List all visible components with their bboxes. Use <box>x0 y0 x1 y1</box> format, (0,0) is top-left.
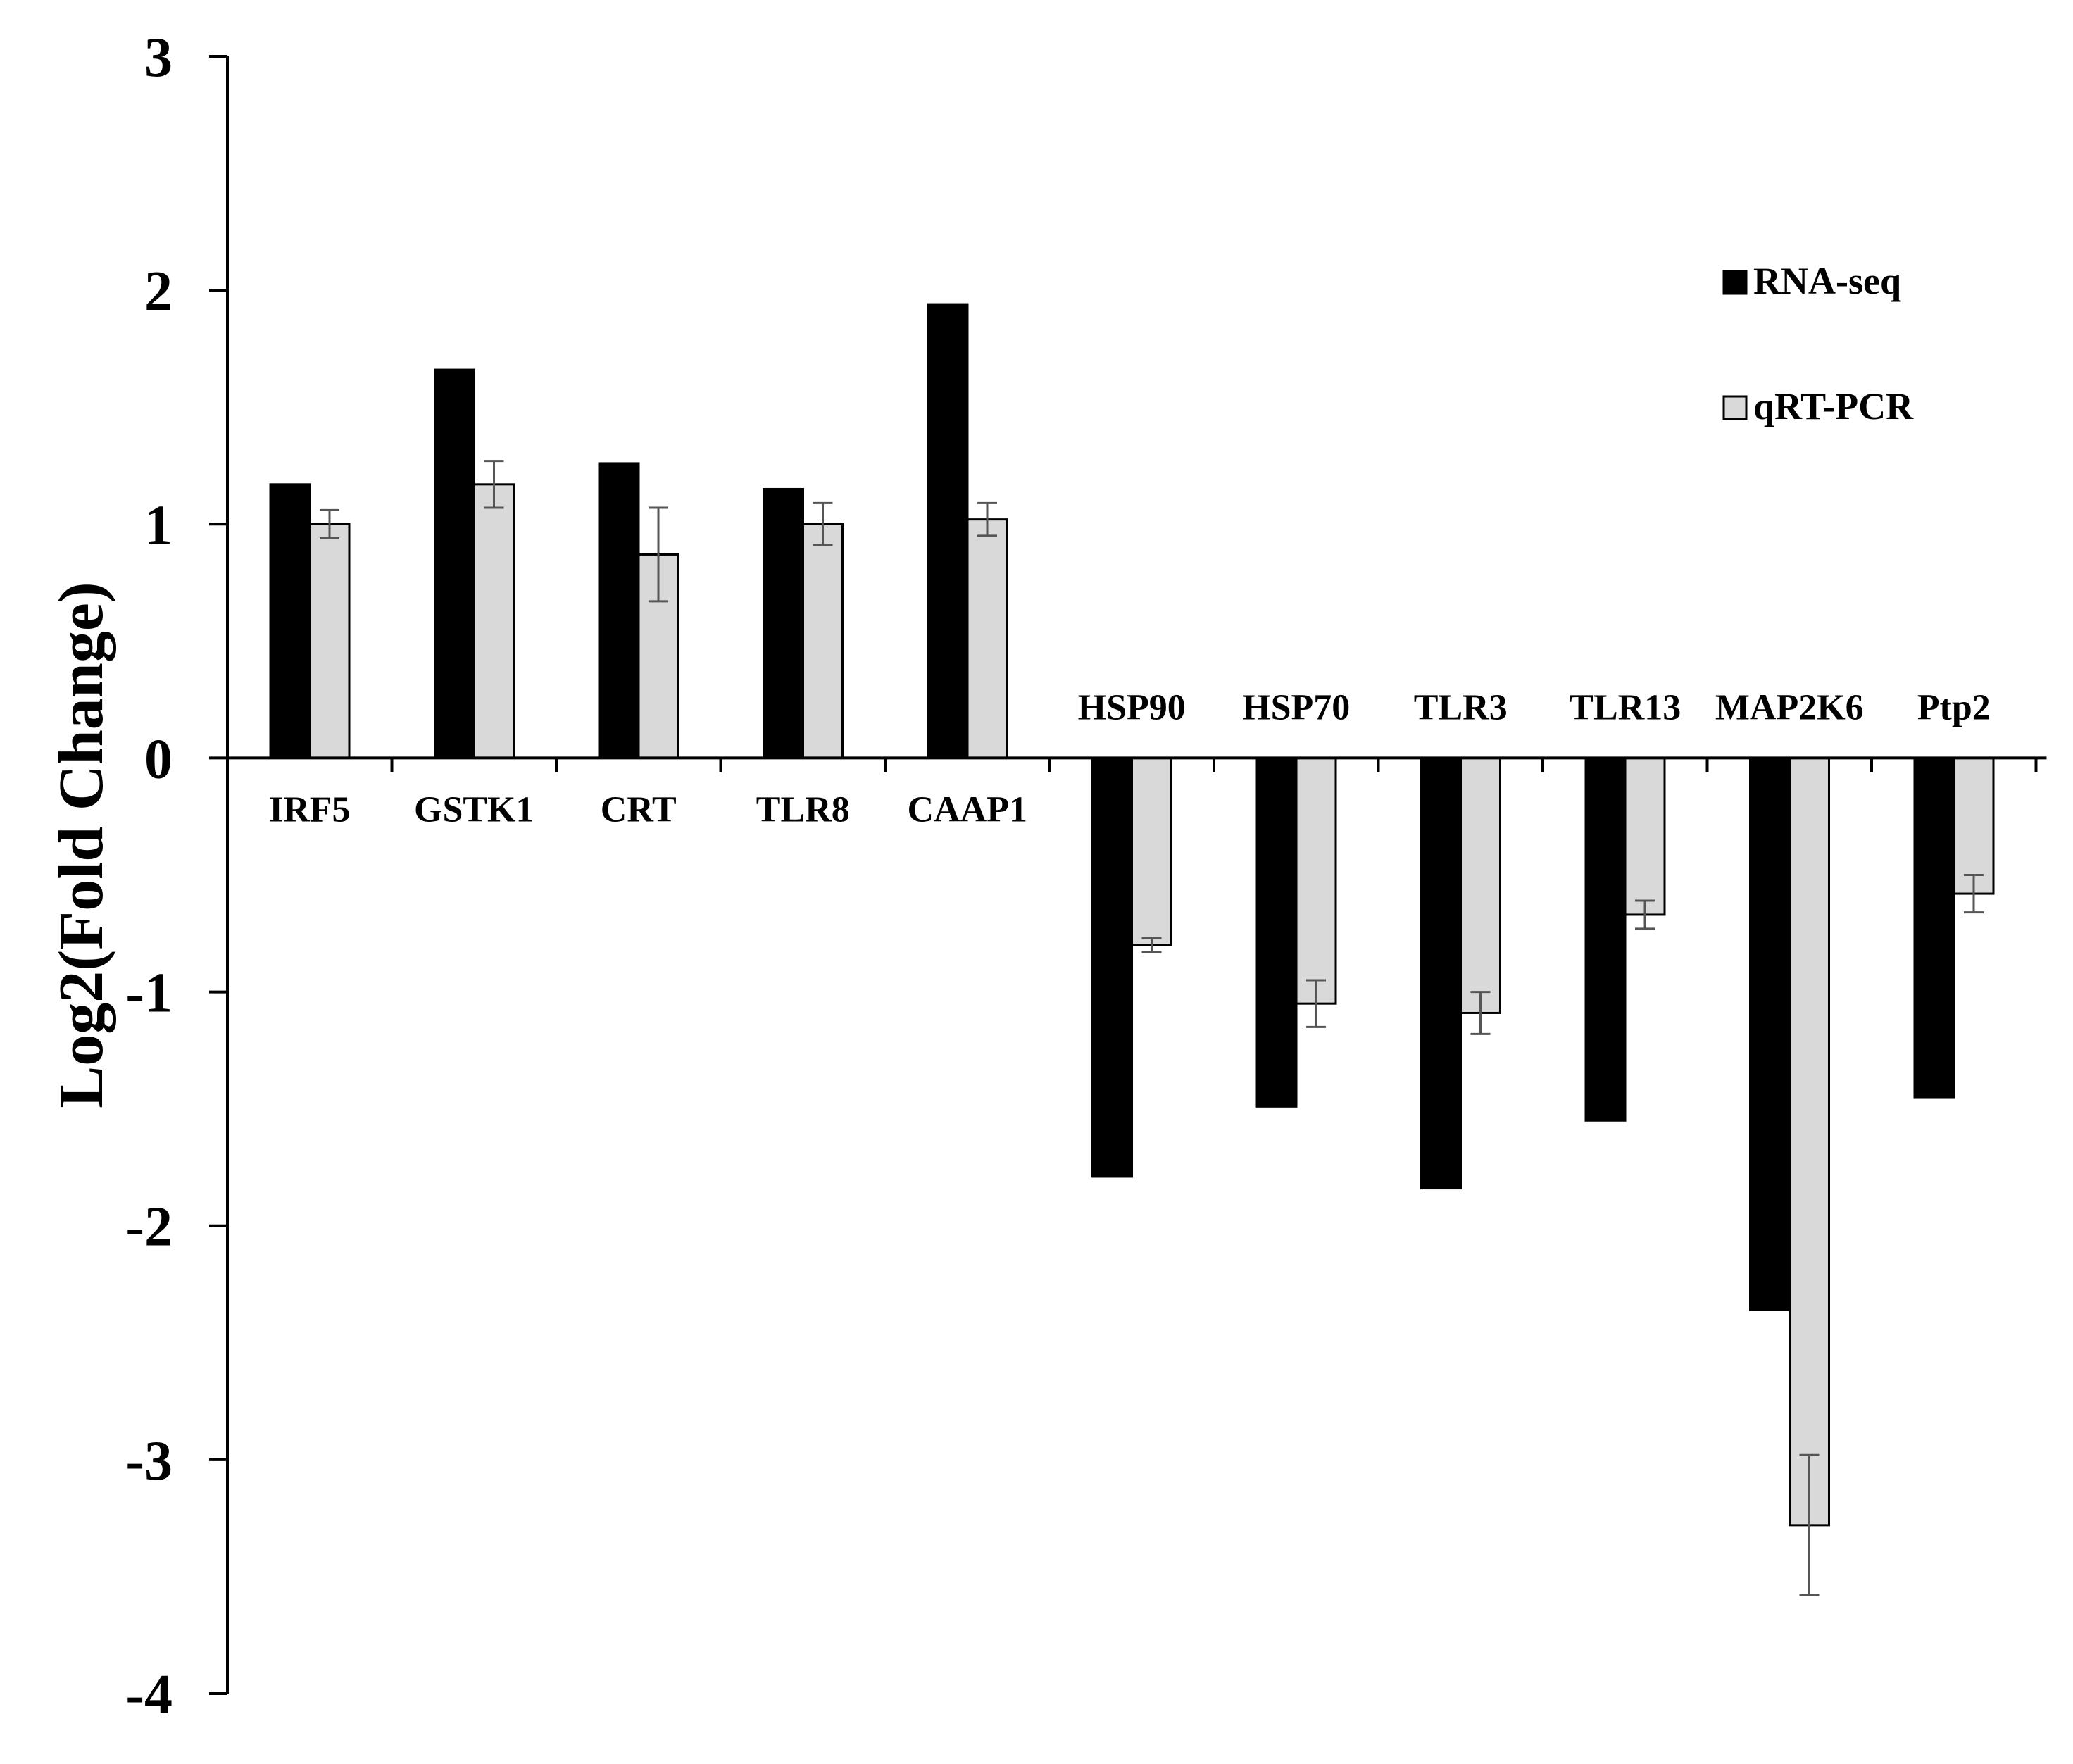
bar-rna-seq-hsp70 <box>1255 756 1298 1108</box>
bar-rna-seq-tlr8 <box>763 487 804 759</box>
y-tick-label: 2 <box>144 261 173 323</box>
y-tick-label: -4 <box>125 1664 173 1726</box>
category-label-ptp2: Ptp2 <box>1917 687 1991 727</box>
bar-rna-seq-caap1 <box>927 303 969 759</box>
y-tick-label: -2 <box>125 1196 173 1258</box>
bar-qrt-pcr-tlr13 <box>1624 756 1666 916</box>
bar-qrt-pcr-caap1 <box>966 518 1008 759</box>
bar-qrt-pcr-hsp70 <box>1295 756 1337 1005</box>
category-label-map2k6: MAP2K6 <box>1715 687 1864 727</box>
legend-swatch-qrt-pcr <box>1722 395 1748 420</box>
y-tick-label: -3 <box>125 1430 173 1492</box>
legend-label-qrt-pcr: qRT-PCR <box>1753 385 1914 427</box>
bar-qrt-pcr-gstk1 <box>473 483 515 759</box>
bar-rna-seq-ptp2 <box>1913 756 1955 1099</box>
bar-rna-seq-hsp90 <box>1091 756 1133 1178</box>
bar-rna-seq-crt <box>598 462 640 759</box>
legend-label-rna-seq: RNA-seq <box>1753 260 1901 302</box>
bar-rna-seq-tlr13 <box>1584 756 1627 1122</box>
category-label-tlr8: TLR8 <box>756 789 850 830</box>
category-label-irf5: IRF5 <box>269 789 351 830</box>
bar-qrt-pcr-ptp2 <box>1953 756 1995 895</box>
bar-qrt-pcr-hsp90 <box>1131 756 1172 946</box>
category-label-crt: CRT <box>601 789 677 830</box>
bar-qrt-pcr-irf5 <box>308 523 351 759</box>
y-axis-title: Log2(Fold Change) <box>46 582 116 1108</box>
bar-qrt-pcr-tlr3 <box>1460 756 1501 1014</box>
bar-rna-seq-tlr3 <box>1420 756 1462 1190</box>
bar-rna-seq-gstk1 <box>434 368 475 759</box>
category-label-tlr13: TLR13 <box>1569 687 1681 727</box>
y-tick-label: 1 <box>144 494 173 556</box>
legend-swatch-rna-seq <box>1722 270 1748 295</box>
bar-rna-seq-map2k6 <box>1749 756 1791 1311</box>
category-label-caap1: CAAP1 <box>908 789 1027 830</box>
category-label-gstk1: GSTK1 <box>414 789 534 830</box>
category-label-hsp90: HSP90 <box>1078 687 1186 727</box>
y-tick-label: 3 <box>144 27 173 89</box>
bar-qrt-pcr-tlr8 <box>802 523 844 759</box>
y-tick-label: 0 <box>144 728 173 790</box>
y-tick-label: -1 <box>125 963 173 1025</box>
bar-qrt-pcr-map2k6 <box>1789 756 1830 1527</box>
bar-rna-seq-irf5 <box>269 483 311 759</box>
category-label-hsp70: HSP70 <box>1242 687 1350 727</box>
category-label-tlr3: TLR3 <box>1414 687 1508 727</box>
